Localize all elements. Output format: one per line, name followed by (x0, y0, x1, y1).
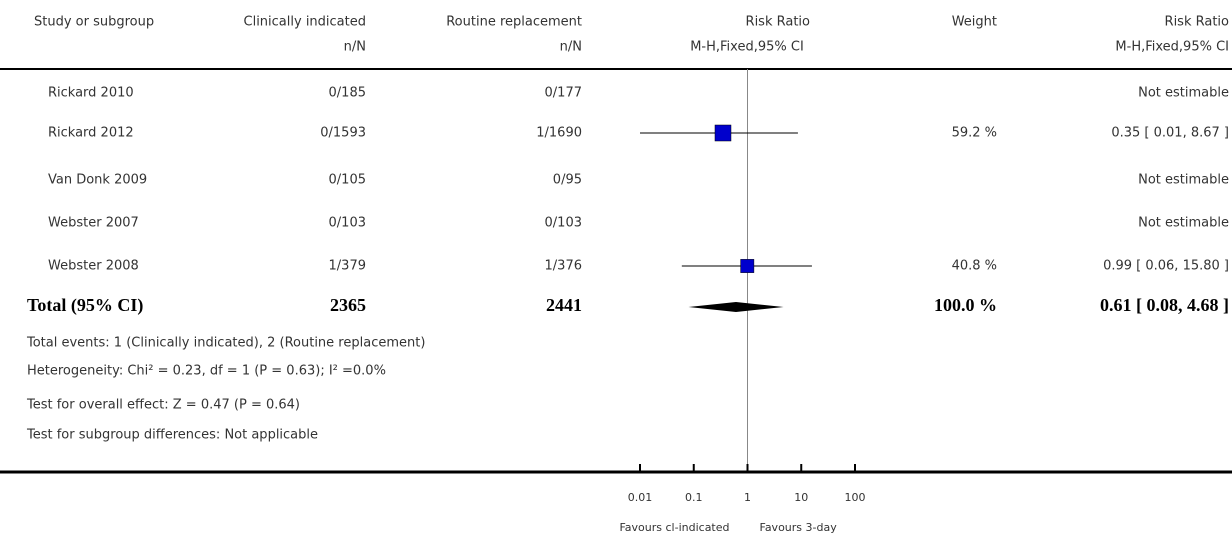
total-diamond (688, 302, 784, 312)
x-tick-label: 10 (794, 491, 808, 504)
events-routine: 0/177 (545, 86, 582, 101)
column-header: Clinically indicated (244, 15, 367, 30)
weight: 40.8 % (952, 259, 997, 274)
events-routine: 1/1690 (536, 126, 582, 141)
effect-ci: Not estimable (1138, 173, 1229, 188)
events-routine: 0/103 (545, 216, 582, 231)
effect-ci: 0.35 [ 0.01, 8.67 ] (1111, 126, 1229, 141)
x-tick-label: 0.01 (628, 491, 653, 504)
effect-ci: Not estimable (1138, 86, 1229, 101)
events-clinically: 0/185 (329, 86, 366, 101)
x-tick-label: 100 (845, 491, 866, 504)
events-clinically: 1/379 (329, 259, 366, 274)
effect-ci: Not estimable (1138, 216, 1229, 231)
x-label-left: Favours cl-indicated (619, 521, 729, 534)
point-estimate (714, 124, 732, 142)
point-estimate (740, 259, 755, 273)
column-subheader: M-H,Fixed,95% CI (690, 40, 804, 55)
weight: 59.2 % (952, 126, 997, 141)
footnote: Heterogeneity: Chi² = 0.23, df = 1 (P = … (27, 364, 386, 379)
column-header: Study or subgroup (34, 15, 154, 30)
column-header: Risk Ratio (1165, 15, 1230, 30)
column-subheader: n/N (344, 40, 366, 55)
total-clinically: 2365 (330, 295, 366, 315)
study-name: Webster 2008 (48, 259, 139, 274)
effect-ci: 0.99 [ 0.06, 15.80 ] (1103, 259, 1229, 274)
study-name: Van Donk 2009 (48, 173, 147, 188)
events-clinically: 0/1593 (320, 126, 366, 141)
events-routine: 1/376 (545, 259, 582, 274)
footnote: Total events: 1 (Clinically indicated), … (26, 336, 425, 351)
total-weight: 100.0 % (934, 295, 997, 315)
footnote: Test for overall effect: Z = 0.47 (P = 0… (26, 398, 300, 413)
study-name: Rickard 2010 (48, 86, 134, 101)
total-ci: 0.61 [ 0.08, 4.68 ] (1100, 295, 1229, 315)
column-subheader: n/N (560, 40, 582, 55)
study-name: Rickard 2012 (48, 126, 134, 141)
column-header: Risk Ratio (746, 15, 811, 30)
events-routine: 0/95 (553, 173, 582, 188)
column-header: Weight (952, 15, 997, 30)
x-tick-label: 1 (744, 491, 751, 504)
events-clinically: 0/105 (329, 173, 366, 188)
x-label-right: Favours 3-day (760, 521, 838, 534)
column-header: Routine replacement (446, 15, 582, 30)
x-tick-label: 0.1 (685, 491, 703, 504)
column-subheader: M-H,Fixed,95% CI (1115, 40, 1229, 55)
total-label: Total (95% CI) (27, 295, 143, 316)
footnote: Test for subgroup differences: Not appli… (26, 428, 318, 443)
total-routine: 2441 (546, 295, 582, 315)
study-name: Webster 2007 (48, 216, 139, 231)
events-clinically: 0/103 (329, 216, 366, 231)
